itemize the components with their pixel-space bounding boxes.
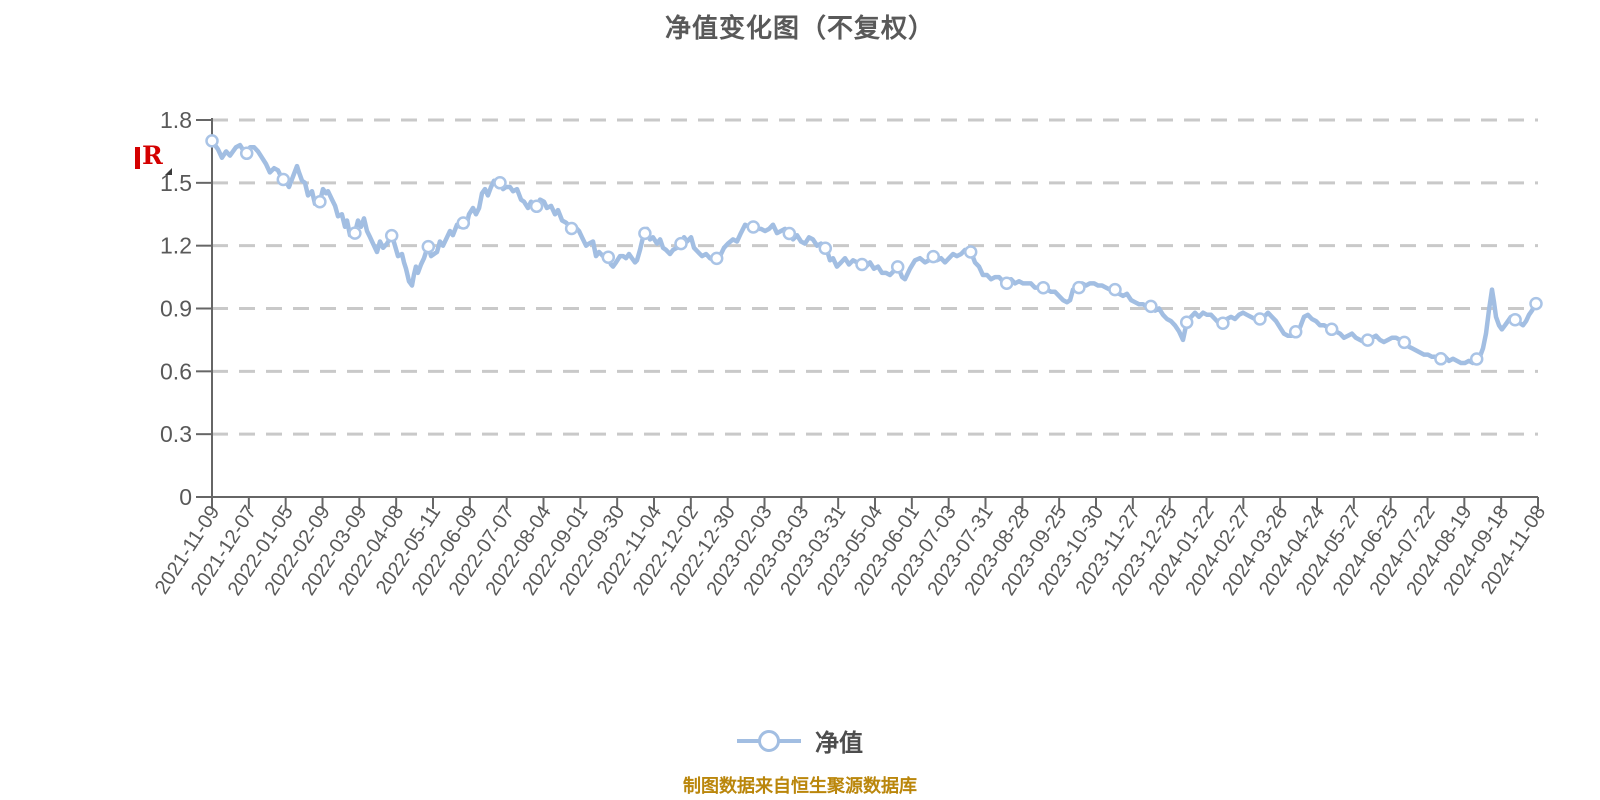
nav-marker [1036, 280, 1051, 295]
y-tick-label: 0.3 [160, 421, 192, 447]
nav-marker [926, 249, 941, 264]
nav-marker [384, 228, 399, 243]
nav-marker [782, 226, 797, 241]
nav-marker [855, 257, 869, 272]
legend[interactable]: 净值 [0, 723, 1600, 758]
nav-marker [421, 239, 436, 254]
nav-marker [709, 251, 724, 266]
data-source-note: 制图数据来自恒生聚源数据库 [683, 776, 917, 796]
nav-marker [890, 260, 905, 274]
nav-marker [348, 226, 362, 240]
nav-marker [276, 172, 291, 187]
y-tick-label: 1.5 [160, 170, 192, 196]
nav-marker [1360, 333, 1375, 347]
red-r-watermark: R [135, 141, 172, 175]
nav-marker [1072, 280, 1086, 295]
nav-marker [1108, 282, 1122, 297]
nav-marker [1397, 335, 1412, 350]
nav-marker [963, 245, 978, 259]
red-r-glyph: R [142, 141, 163, 170]
y-tick-label: 0 [179, 484, 192, 510]
nav-marker [1253, 312, 1267, 326]
y-tick-label: 0.9 [160, 296, 192, 322]
nav-marker [818, 241, 833, 256]
nav-marker [1179, 315, 1194, 330]
legend-series-label: 净值 [815, 730, 863, 757]
nav-marker [746, 220, 761, 234]
nav-marker [674, 236, 688, 251]
nav-marker [313, 194, 327, 209]
y-tick-label: 1.2 [160, 233, 192, 259]
red-bar-icon [135, 147, 140, 169]
nav-marker [1216, 316, 1230, 330]
page-title: 净值变化图（不复权） [664, 13, 935, 43]
nav-marker [456, 216, 471, 230]
nav-marker [1288, 325, 1303, 339]
nav-line-series [209, 138, 1541, 366]
nav-marker [1529, 296, 1543, 311]
nav-marker [493, 176, 507, 190]
nav-marker [1434, 352, 1448, 366]
y-tick-label: 1.8 [160, 107, 192, 133]
nav-marker [239, 146, 254, 161]
nav-marker [1324, 322, 1339, 337]
nav-marker [638, 226, 652, 241]
nav-marker [601, 250, 616, 264]
nav-marker [999, 276, 1014, 290]
nav-marker [1469, 352, 1484, 366]
corner-triangle-icon [165, 168, 172, 175]
nav-marker [529, 199, 544, 214]
nav-marker [1508, 312, 1522, 327]
nav-marker [1144, 299, 1158, 314]
nav-marker [205, 134, 219, 148]
legend-marker-icon [737, 729, 801, 752]
nav-marker [564, 221, 579, 236]
y-tick-label: 0.6 [160, 358, 192, 384]
